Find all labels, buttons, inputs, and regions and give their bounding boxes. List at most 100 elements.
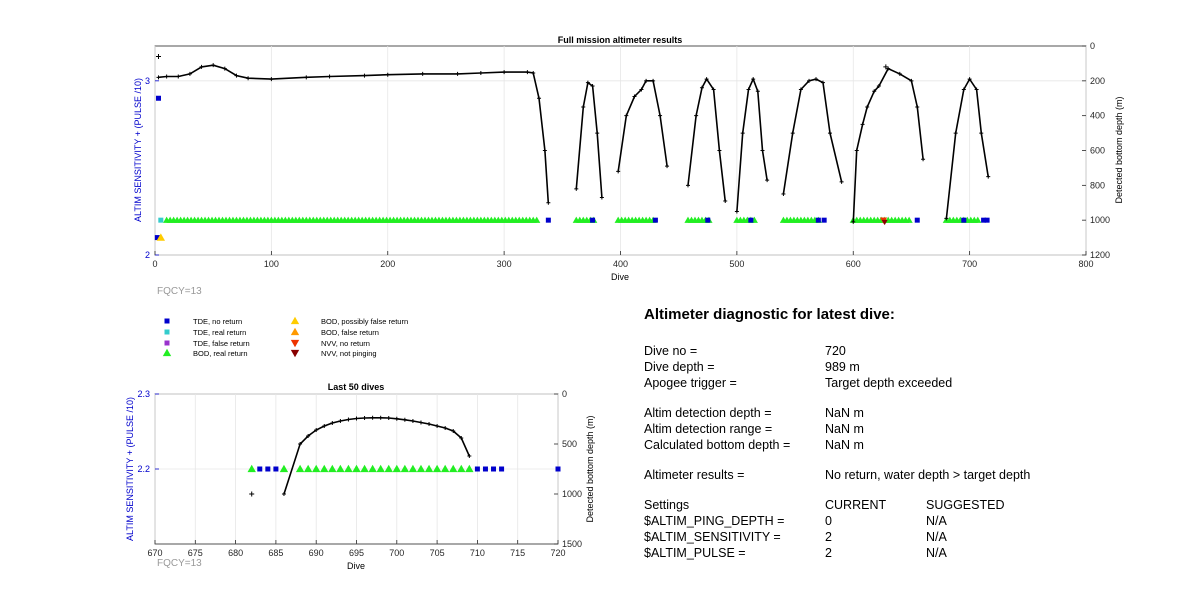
setting-name: $ALTIM_SENSITIVITY = — [644, 530, 781, 544]
x-tick-label: 300 — [497, 259, 512, 269]
bod-real-return-marker — [408, 464, 418, 473]
depth-point — [781, 192, 786, 197]
y2-tick-label: 400 — [1090, 111, 1105, 121]
depth-point — [537, 96, 542, 101]
depth-point — [378, 415, 383, 420]
depth-point — [974, 87, 979, 92]
y2-tick-label: 1200 — [1090, 250, 1110, 260]
y-tick-label: 2.2 — [137, 464, 150, 474]
tde-no-return-marker — [257, 466, 263, 472]
depth-point — [234, 73, 239, 78]
depth-point — [306, 434, 311, 438]
depth-point — [746, 87, 751, 92]
tde-no-return-marker — [748, 217, 754, 223]
bod-real-return-marker — [320, 464, 329, 473]
results-value: No return, water depth > target depth — [825, 468, 1031, 482]
depth-point — [921, 157, 926, 162]
bod-real-return-marker — [440, 464, 450, 473]
depth-point — [665, 164, 670, 169]
depth-point — [599, 195, 604, 200]
depth-line-segment — [617, 80, 668, 172]
depth-point — [525, 70, 530, 75]
y2-tick-label: 800 — [1090, 180, 1105, 190]
legend-marker — [290, 316, 300, 325]
depth-point — [699, 85, 704, 90]
det-depth-label: Altim detection depth = — [644, 406, 772, 420]
tde-no-return-marker — [545, 217, 551, 223]
y2-tick-label: 0 — [1090, 41, 1095, 51]
depth-point — [711, 87, 716, 92]
depth-point — [755, 89, 760, 94]
legend-marker — [290, 349, 300, 358]
depth-point — [590, 84, 595, 89]
dive-depth-value: 989 m — [825, 360, 860, 374]
legend: TDE, no return TDE, real return TDE, false… — [162, 316, 408, 358]
depth-point — [944, 216, 949, 221]
depth-point — [651, 78, 656, 83]
depth-point — [199, 64, 204, 69]
depth-point — [585, 80, 590, 85]
settings-label: Settings — [644, 498, 690, 512]
legend-marker — [164, 318, 170, 324]
depth-point — [281, 492, 286, 496]
calc-depth-row: Calculated bottom depth = NaN m — [644, 437, 1164, 453]
tde-no-return-marker — [914, 217, 920, 223]
depth-point — [616, 169, 621, 174]
dive-no-value: 720 — [825, 344, 846, 358]
depth-point — [717, 148, 722, 153]
depth-point — [814, 77, 819, 82]
depth-point — [451, 429, 456, 433]
y2-tick-label: 600 — [1090, 146, 1105, 156]
suggested-header: SUGGESTED — [926, 498, 1005, 512]
x-tick-label: 200 — [380, 259, 395, 269]
depth-point — [961, 87, 966, 92]
depth-point — [187, 71, 192, 76]
depth-point — [865, 104, 870, 109]
depth-point — [909, 78, 914, 83]
legend-label: TDE, no return — [193, 317, 242, 326]
depth-point — [872, 89, 877, 94]
depth-point — [632, 94, 637, 99]
depth-point — [327, 74, 332, 79]
setting-name: $ALTIM_PULSE = — [644, 546, 746, 560]
depth-point — [346, 417, 351, 422]
bod-real-return-marker — [247, 464, 256, 473]
depth-point — [298, 442, 303, 446]
depth-point — [418, 420, 423, 425]
tde-no-return-marker — [482, 466, 488, 472]
depth-outlier-point — [883, 64, 889, 70]
bod-real-return-marker — [352, 464, 361, 473]
legend-label: NVV, not pinging — [321, 349, 377, 358]
tde-no-return-marker — [474, 466, 480, 472]
setting-current: 2 — [825, 546, 832, 560]
apogee-row: Apogee trigger = Target depth exceeded — [644, 375, 1164, 391]
depth-point — [574, 186, 579, 191]
results-row: Altimeter results = No return, water dep… — [644, 467, 1164, 483]
bod-real-return-marker — [465, 464, 474, 473]
x-tick-label: 0 — [152, 259, 157, 269]
y2-tick-label: 0 — [562, 389, 567, 399]
depth-point — [798, 87, 803, 92]
last-50-title: Last 50 dives — [328, 382, 385, 392]
bod-real-return-marker — [360, 464, 369, 473]
depth-point — [427, 422, 432, 426]
depth-point — [402, 417, 407, 422]
depth-point — [164, 74, 169, 79]
x-tick-label: 680 — [228, 548, 243, 558]
depth-point — [704, 77, 709, 82]
setting-name: $ALTIM_PING_DEPTH = — [644, 514, 785, 528]
full-mission-xlabel: Dive — [611, 272, 629, 282]
depth-outlier-point — [249, 491, 255, 497]
depth-point — [176, 74, 181, 79]
bod-possibly-false-marker — [156, 233, 166, 241]
depth-point — [581, 104, 586, 109]
x-tick-label: 675 — [188, 548, 203, 558]
depth-point — [362, 416, 367, 420]
setting-current: 2 — [825, 530, 832, 544]
setting-suggested: N/A — [926, 514, 947, 528]
tde-no-return-marker — [984, 217, 990, 223]
depth-point — [860, 122, 865, 127]
det-range-label: Altim detection range = — [644, 422, 773, 436]
nvv-not-pinging-marker — [881, 219, 888, 226]
